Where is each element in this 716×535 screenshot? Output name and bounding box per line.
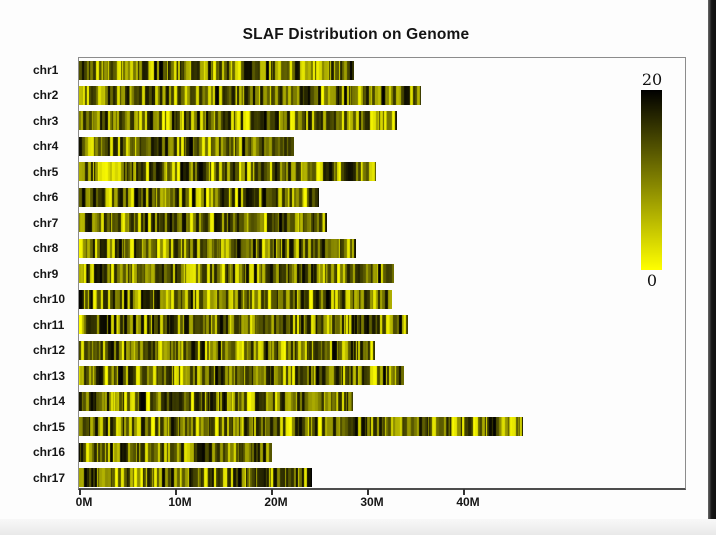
chromosome-bar-chr8	[79, 238, 356, 258]
y-axis-label-chr5: chr5	[33, 164, 59, 179]
chromosome-bar-chr11	[79, 315, 408, 335]
y-axis-label-chr17: chr17	[33, 470, 66, 485]
x-axis-tick-40M	[463, 489, 465, 495]
y-axis-label-chr3: chr3	[33, 113, 59, 128]
chromosome-bar-chr16	[79, 442, 272, 462]
y-axis-label-chr9: chr9	[33, 266, 59, 281]
chromosome-bar-chr4	[79, 136, 294, 156]
x-axis-tick-label-10M: 10M	[168, 495, 192, 509]
chromosome-bar-chr1	[79, 60, 354, 80]
y-axis-label-chr14: chr14	[33, 394, 66, 409]
y-axis-label-chr11: chr11	[33, 317, 65, 332]
screen-right-edge-strip	[708, 0, 716, 535]
x-axis-tick-10M	[175, 489, 177, 495]
chromosome-bar-chr7	[79, 213, 327, 233]
chromosome-bar-chr9	[79, 264, 394, 284]
chromosome-bar-chr13	[79, 366, 404, 386]
screen-bottom-band	[0, 519, 716, 535]
chromosome-bar-chr12	[79, 340, 375, 360]
chromosome-bar-chr17	[79, 468, 312, 488]
x-axis-tick-20M	[271, 489, 273, 495]
x-axis-tick-label-0M: 0M	[75, 495, 93, 509]
y-axis-label-chr16: chr16	[33, 445, 66, 460]
x-axis-tick-0M	[79, 489, 81, 495]
x-axis-tick-label-40M: 40M	[456, 495, 480, 509]
y-axis-label-chr12: chr12	[33, 343, 66, 358]
y-axis-label-chr1: chr1	[33, 63, 59, 77]
chart-title: SLAF Distribution on Genome	[242, 26, 470, 43]
colorbar-gradient	[641, 90, 662, 270]
colorbar-min-label: 0	[646, 271, 658, 290]
y-axis-label-chr4: chr4	[33, 139, 59, 154]
y-axis-label-chr2: chr2	[33, 88, 59, 103]
chromosome-bar-chr10	[79, 289, 392, 309]
y-axis-label-chr8: chr8	[33, 241, 59, 256]
chromosome-bar-chr5	[79, 162, 376, 182]
y-axis-label-chr6: chr6	[33, 190, 59, 205]
y-axis-label-chr13: chr13	[33, 368, 66, 383]
x-axis-tick-30M	[367, 489, 369, 495]
chromosome-bar-chr2	[79, 85, 421, 105]
y-axis-label-chr7: chr7	[33, 215, 59, 230]
y-axis-label-chr10: chr10	[33, 292, 66, 307]
x-axis-tick-label-30M: 30M	[360, 495, 384, 509]
chromosome-bar-chr15	[79, 417, 523, 437]
chromosome-bar-chr6	[79, 187, 319, 207]
chromosome-bar-chr14	[79, 391, 353, 411]
chromosome-bar-chr3	[79, 111, 397, 131]
colorbar-max-label: 20	[641, 70, 663, 89]
y-axis-label-chr15: chr15	[33, 419, 66, 434]
x-axis-tick-label-20M: 20M	[264, 495, 288, 509]
